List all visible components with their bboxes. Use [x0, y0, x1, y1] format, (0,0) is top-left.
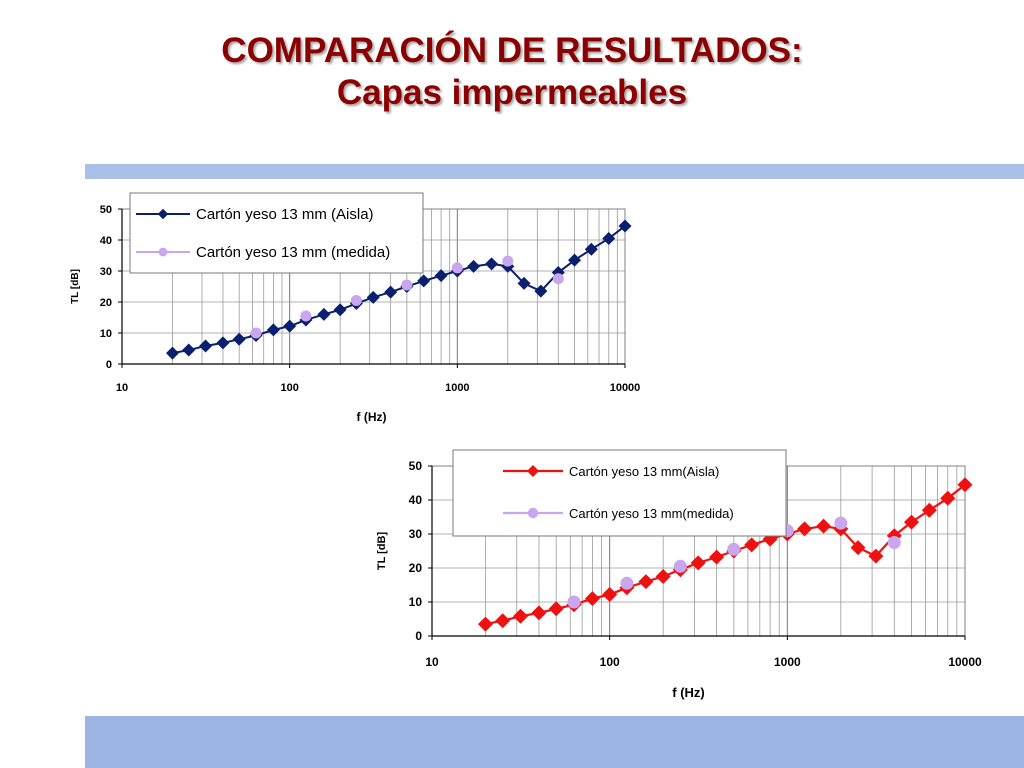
data-point-circle — [250, 327, 262, 339]
x-tick-label: 100 — [600, 655, 620, 669]
data-point-diamond — [940, 490, 956, 506]
series-line — [172, 225, 626, 355]
data-point-diamond — [467, 259, 481, 273]
y-tick-label: 0 — [106, 359, 112, 371]
data-point-diamond — [797, 521, 813, 537]
data-point-circle — [401, 279, 413, 291]
x-tick-label: 10000 — [948, 655, 982, 669]
data-point-circle — [727, 542, 741, 556]
data-point-diamond — [850, 540, 866, 556]
data-point-diamond — [165, 346, 179, 360]
data-point-circle — [552, 273, 564, 285]
data-point-diamond — [333, 303, 347, 317]
data-point-diamond — [495, 613, 511, 629]
x-axis-label: f (Hz) — [672, 685, 705, 700]
data-point-diamond — [816, 518, 832, 534]
data-point-diamond — [602, 587, 618, 603]
data-point-circle — [567, 595, 581, 609]
data-point-diamond — [655, 569, 671, 584]
legend-box — [452, 449, 787, 537]
y-tick-label: 40 — [409, 493, 423, 507]
y-tick-label: 20 — [100, 297, 112, 309]
legend-swatch-marker — [158, 247, 168, 257]
legend-entry-label: Cartón yeso 13 mm (Aisla) — [196, 206, 374, 223]
data-point-diamond — [182, 343, 196, 357]
y-tick-label: 40 — [100, 235, 112, 247]
data-point-diamond — [602, 231, 616, 245]
legend-swatch-marker — [527, 465, 539, 477]
data-point-diamond — [868, 548, 884, 564]
series-line — [485, 483, 966, 626]
legend-entry-label: Cartón yeso 13 mm (medida) — [196, 244, 390, 261]
data-point-diamond — [709, 549, 725, 565]
data-point-diamond — [384, 285, 398, 299]
data-point-circle — [887, 536, 901, 549]
data-point-diamond — [485, 257, 499, 271]
data-point-diamond — [744, 537, 760, 553]
data-point-circle — [300, 310, 312, 322]
y-tick-label: 30 — [409, 527, 423, 541]
data-point-circle — [620, 576, 634, 590]
legend-swatch-marker — [157, 208, 169, 220]
legend-box — [129, 192, 424, 274]
legend-entry-label: Cartón yeso 13 mm(Aisla) — [569, 464, 719, 479]
data-point-diamond — [199, 339, 213, 353]
data-point-diamond — [548, 601, 564, 617]
footer-bar — [85, 716, 1024, 768]
y-axis-label: TL [dB] — [376, 532, 388, 571]
legend-entry-label: Cartón yeso 13 mm(medida) — [569, 506, 734, 521]
data-point-diamond — [283, 319, 297, 333]
x-tick-label: 1000 — [774, 655, 801, 669]
y-tick-label: 50 — [100, 204, 112, 216]
data-point-diamond — [517, 276, 531, 290]
data-point-diamond — [690, 555, 706, 571]
data-point-diamond — [618, 219, 632, 233]
x-axis-label: f (Hz) — [357, 410, 387, 424]
header-divider-bar — [85, 164, 1024, 179]
x-tick-label: 1000 — [445, 382, 469, 394]
data-point-diamond — [584, 591, 600, 607]
data-point-diamond — [584, 242, 598, 256]
data-point-circle — [350, 294, 362, 306]
slide-subtitle: Capas impermeables — [336, 73, 688, 112]
x-tick-label: 10 — [116, 382, 128, 394]
y-axis-label: TL [dB] — [70, 269, 81, 304]
data-point-diamond — [434, 269, 448, 283]
data-point-diamond — [216, 336, 230, 350]
y-tick-label: 0 — [415, 629, 422, 643]
data-point-circle — [502, 255, 514, 267]
data-point-diamond — [477, 616, 493, 632]
y-tick-label: 50 — [409, 459, 423, 473]
data-point-diamond — [534, 284, 548, 298]
x-tick-label: 100 — [280, 382, 298, 394]
data-point-circle — [834, 516, 848, 530]
data-point-diamond — [513, 608, 529, 624]
data-point-diamond — [232, 332, 246, 346]
x-tick-label: 10 — [425, 655, 439, 669]
slide-title-block: COMPARACIÓN DE RESULTADOS: Capas imperme… — [0, 30, 1024, 114]
data-point-diamond — [366, 290, 380, 304]
data-point-diamond — [531, 605, 547, 621]
data-point-diamond — [417, 274, 431, 288]
data-point-diamond — [568, 253, 582, 267]
data-point-circle — [673, 559, 687, 573]
x-tick-label: 10000 — [610, 382, 641, 394]
data-point-circle — [451, 262, 463, 274]
y-tick-label: 20 — [409, 561, 423, 575]
y-tick-label: 10 — [409, 595, 423, 609]
data-point-diamond — [266, 323, 280, 337]
slide-title: COMPARACIÓN DE RESULTADOS: — [221, 31, 803, 70]
data-point-diamond — [638, 574, 654, 590]
data-point-diamond — [957, 477, 973, 493]
legend-swatch-marker — [527, 507, 539, 519]
y-tick-label: 30 — [100, 266, 112, 278]
data-point-diamond — [317, 307, 331, 321]
y-tick-label: 10 — [100, 328, 112, 340]
data-point-diamond — [904, 514, 920, 530]
data-point-diamond — [921, 502, 937, 518]
